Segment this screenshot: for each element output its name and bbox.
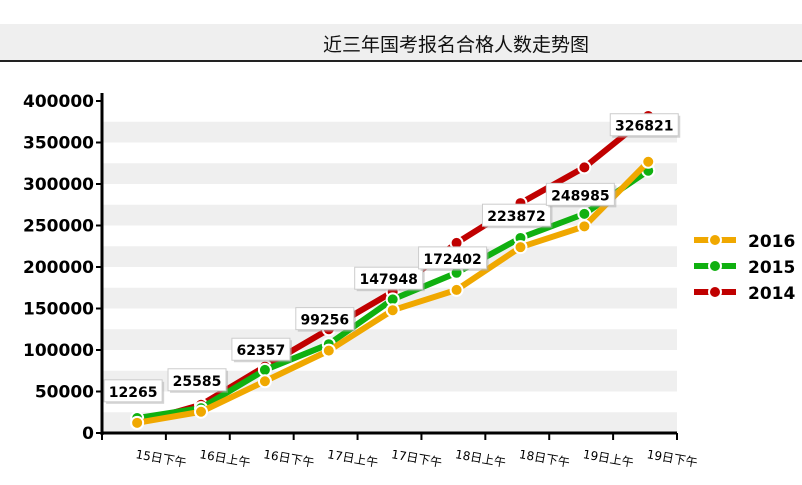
data-point-2016 (641, 154, 656, 169)
grid-band (102, 246, 677, 267)
chart-title: 近三年国考报名合格人数走势图 (322, 34, 589, 56)
data-point-2016 (577, 219, 592, 234)
data-point-2016 (257, 374, 272, 389)
data-label-box (103, 379, 163, 403)
data-label: 147948 (359, 272, 417, 288)
x-tick-label: 17日下午 (390, 447, 443, 470)
data-label: 25585 (173, 374, 222, 390)
data-label-box (354, 266, 424, 290)
data-label: 62357 (237, 343, 286, 359)
data-point-2016 (513, 240, 528, 255)
x-tick-label: 16日上午 (199, 447, 252, 470)
data-point-2016 (194, 404, 209, 419)
data-label-box (231, 337, 291, 361)
data-label-box (609, 113, 679, 137)
data-point-2015 (257, 362, 272, 377)
y-tick-label: 150000 (23, 300, 94, 320)
y-tick-label: 0 (82, 424, 94, 444)
data-label-box (295, 307, 355, 331)
y-tick-label: 350000 (23, 134, 94, 154)
data-label-box (167, 368, 227, 392)
grid-band (102, 329, 677, 350)
grid-band (102, 121, 677, 143)
x-tick-label: 18日下午 (518, 447, 571, 470)
x-tick-label: 18日上午 (454, 447, 507, 470)
legend-label-2014: 2014 (748, 284, 795, 304)
data-label: 12265 (109, 385, 158, 401)
data-point-2016 (385, 303, 400, 318)
data-point-2016 (321, 343, 336, 358)
data-label-box (418, 246, 488, 270)
y-tick-label: 200000 (23, 258, 94, 278)
x-tick-label: 16日下午 (262, 447, 315, 470)
legend-marker-2015 (708, 259, 722, 273)
legend-label-2016: 2016 (748, 232, 795, 252)
data-point-2014 (577, 160, 592, 175)
data-point-2016 (449, 282, 464, 297)
data-label: 99256 (300, 313, 349, 329)
y-tick-label: 300000 (23, 175, 94, 195)
data-label: 326821 (615, 119, 673, 135)
data-label: 223872 (487, 209, 545, 225)
x-tick-label: 19日上午 (582, 447, 635, 470)
x-tick-label: 19日下午 (646, 447, 699, 470)
data-label: 172402 (423, 252, 481, 268)
grid-band (102, 412, 677, 433)
data-label-box (545, 182, 615, 206)
data-label: 248985 (551, 188, 609, 204)
y-tick-label: 50000 (35, 383, 94, 403)
legend-marker-2014 (708, 285, 722, 299)
x-tick-label: 17日上午 (326, 447, 379, 470)
title-bar: 近三年国考报名合格人数走势图 (0, 24, 802, 62)
x-tick-label: 15日下午 (135, 447, 188, 470)
data-point-2016 (130, 415, 145, 430)
legend-label-2015: 2015 (748, 258, 795, 278)
y-tick-label: 250000 (23, 217, 94, 237)
y-tick-label: 400000 (23, 92, 94, 112)
grid-band (102, 163, 677, 184)
legend-marker-2016 (708, 233, 722, 247)
data-label-box (481, 203, 551, 227)
y-tick-label: 100000 (23, 341, 94, 361)
